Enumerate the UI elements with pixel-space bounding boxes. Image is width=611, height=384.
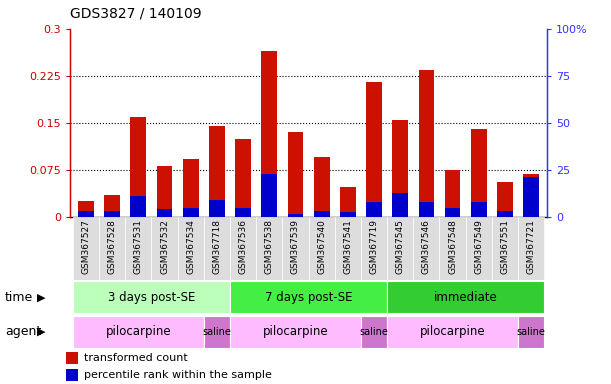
Bar bbox=[288, 214, 303, 217]
Bar bbox=[361, 217, 387, 280]
Text: 7 days post-SE: 7 days post-SE bbox=[265, 291, 353, 304]
Bar bbox=[288, 132, 303, 217]
Text: GSM367532: GSM367532 bbox=[160, 219, 169, 274]
Bar bbox=[235, 139, 251, 217]
Text: GSM367548: GSM367548 bbox=[448, 219, 457, 274]
Text: GSM367541: GSM367541 bbox=[343, 219, 353, 274]
Bar bbox=[73, 217, 99, 280]
Bar bbox=[66, 352, 78, 364]
Bar bbox=[335, 217, 361, 280]
Text: saline: saline bbox=[202, 327, 232, 337]
Text: GSM367527: GSM367527 bbox=[81, 219, 90, 274]
Text: ▶: ▶ bbox=[37, 327, 46, 337]
Bar bbox=[125, 217, 152, 280]
Bar bbox=[73, 316, 204, 348]
Bar bbox=[183, 159, 199, 217]
Bar bbox=[392, 120, 408, 217]
Bar bbox=[131, 196, 146, 217]
Bar bbox=[445, 208, 461, 217]
Text: agent: agent bbox=[5, 325, 41, 338]
Bar bbox=[419, 202, 434, 217]
Bar bbox=[340, 212, 356, 217]
Bar bbox=[262, 51, 277, 217]
Bar bbox=[523, 174, 539, 217]
Bar bbox=[387, 316, 518, 348]
Bar bbox=[235, 208, 251, 217]
Bar bbox=[340, 187, 356, 217]
Text: GSM367719: GSM367719 bbox=[370, 219, 379, 274]
Bar bbox=[230, 316, 361, 348]
Text: GSM367528: GSM367528 bbox=[108, 219, 117, 274]
Bar bbox=[183, 208, 199, 217]
Bar bbox=[209, 126, 225, 217]
Bar bbox=[419, 70, 434, 217]
Bar bbox=[78, 211, 94, 217]
Bar bbox=[230, 281, 387, 313]
Text: GSM367540: GSM367540 bbox=[317, 219, 326, 274]
Bar bbox=[209, 200, 225, 217]
Bar bbox=[366, 202, 382, 217]
Text: GSM367718: GSM367718 bbox=[213, 219, 221, 274]
Bar bbox=[387, 281, 544, 313]
Bar bbox=[314, 157, 329, 217]
Bar bbox=[78, 201, 94, 217]
Bar bbox=[204, 217, 230, 280]
Text: 3 days post-SE: 3 days post-SE bbox=[108, 291, 195, 304]
Bar bbox=[518, 217, 544, 280]
Text: percentile rank within the sample: percentile rank within the sample bbox=[84, 370, 273, 380]
Text: pilocarpine: pilocarpine bbox=[106, 325, 171, 338]
Bar bbox=[230, 217, 256, 280]
Bar bbox=[178, 217, 204, 280]
Bar bbox=[518, 316, 544, 348]
Bar bbox=[497, 211, 513, 217]
Bar bbox=[439, 217, 466, 280]
Bar bbox=[99, 217, 125, 280]
Text: GSM367551: GSM367551 bbox=[500, 219, 510, 274]
Bar bbox=[445, 170, 461, 217]
Bar bbox=[497, 182, 513, 217]
Bar bbox=[282, 217, 309, 280]
Text: ▶: ▶ bbox=[37, 292, 46, 302]
Bar bbox=[466, 217, 492, 280]
Text: GSM367539: GSM367539 bbox=[291, 219, 300, 274]
Bar bbox=[387, 217, 413, 280]
Bar bbox=[204, 316, 230, 348]
Bar bbox=[131, 117, 146, 217]
Bar bbox=[471, 129, 486, 217]
Bar bbox=[361, 316, 387, 348]
Text: GSM367546: GSM367546 bbox=[422, 219, 431, 274]
Bar bbox=[104, 195, 120, 217]
Bar bbox=[366, 82, 382, 217]
Bar bbox=[152, 217, 178, 280]
Text: pilocarpine: pilocarpine bbox=[263, 325, 328, 338]
Bar bbox=[523, 177, 539, 217]
Bar bbox=[104, 211, 120, 217]
Text: GSM367536: GSM367536 bbox=[238, 219, 247, 274]
Text: immediate: immediate bbox=[434, 291, 497, 304]
Text: GSM367534: GSM367534 bbox=[186, 219, 196, 274]
Text: pilocarpine: pilocarpine bbox=[420, 325, 485, 338]
Text: saline: saline bbox=[517, 327, 546, 337]
Bar bbox=[156, 166, 172, 217]
Text: GDS3827 / 140109: GDS3827 / 140109 bbox=[70, 6, 202, 20]
Text: GSM367549: GSM367549 bbox=[474, 219, 483, 274]
Text: GSM367531: GSM367531 bbox=[134, 219, 143, 274]
Bar bbox=[309, 217, 335, 280]
Bar bbox=[492, 217, 518, 280]
Bar bbox=[392, 193, 408, 217]
Bar bbox=[471, 202, 486, 217]
Bar bbox=[256, 217, 282, 280]
Text: GSM367545: GSM367545 bbox=[396, 219, 404, 274]
Bar bbox=[262, 174, 277, 217]
Bar bbox=[413, 217, 439, 280]
Bar bbox=[73, 281, 230, 313]
Bar bbox=[156, 209, 172, 217]
Bar bbox=[66, 369, 78, 381]
Text: transformed count: transformed count bbox=[84, 353, 188, 363]
Text: GSM367721: GSM367721 bbox=[527, 219, 536, 274]
Text: saline: saline bbox=[360, 327, 389, 337]
Text: GSM367538: GSM367538 bbox=[265, 219, 274, 274]
Text: time: time bbox=[5, 291, 33, 304]
Bar bbox=[314, 211, 329, 217]
